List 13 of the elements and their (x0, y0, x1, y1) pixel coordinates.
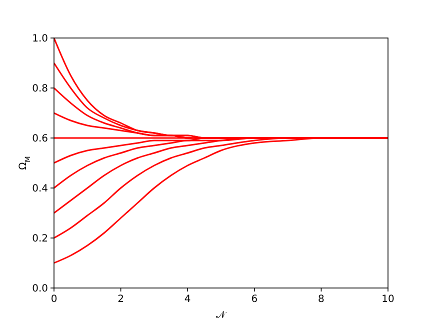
y-tick-label: 0.4 (32, 184, 48, 194)
x-tick-label: 2 (118, 294, 124, 305)
x-tick-label: 6 (251, 294, 258, 305)
y-tick-label: 0.8 (32, 84, 48, 94)
x-tick-label: 10 (382, 294, 394, 305)
x-tick-label: 8 (318, 294, 324, 305)
x-axis-title: 𝒩 (216, 310, 227, 321)
x-tick-label: 0 (50, 294, 58, 305)
x-tick-label: 4 (184, 294, 191, 305)
y-tick-label: 0.2 (32, 234, 48, 244)
y-tick-label: 0.0 (32, 284, 48, 294)
y-tick-label: 1.0 (32, 34, 48, 44)
y-tick-label: 0.6 (32, 134, 48, 144)
